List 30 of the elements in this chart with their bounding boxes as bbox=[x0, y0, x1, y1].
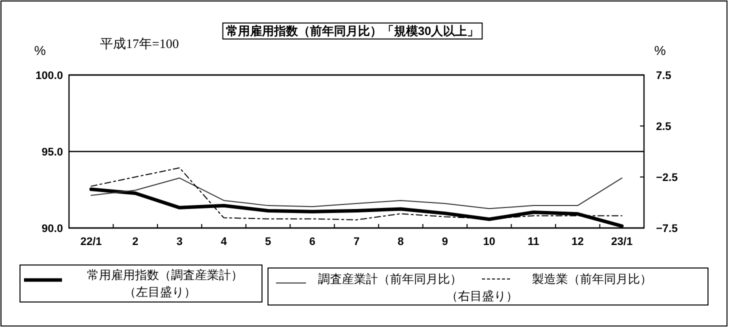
y2-tick-label: −7.5 bbox=[656, 223, 678, 235]
x-tick-label: 9 bbox=[442, 236, 448, 248]
x-tick-label: 5 bbox=[264, 236, 272, 248]
x-tick-label: 2 bbox=[132, 236, 138, 248]
y2-tick-label: −2.5 bbox=[656, 172, 678, 184]
line-series bbox=[90, 178, 622, 210]
y-axis-title: % bbox=[34, 43, 46, 58]
y-tick-label: 90.0 bbox=[42, 223, 63, 235]
x-tick-label: 12 bbox=[572, 236, 584, 248]
y-tick-label: 100.0 bbox=[35, 70, 63, 82]
y-tick-label: 95.0 bbox=[42, 146, 63, 158]
x-tick-label: 3 bbox=[176, 236, 183, 248]
x-tick-label: 23/1 bbox=[611, 236, 633, 248]
text: 平成17年=100 bbox=[100, 36, 179, 51]
y2-tick-label: 7.5 bbox=[656, 70, 672, 82]
text: （右目盛り） bbox=[446, 289, 518, 303]
x-tick-label: 11 bbox=[528, 236, 540, 248]
x-tick-label: 4 bbox=[220, 236, 228, 248]
x-tick-label: 7 bbox=[353, 236, 360, 248]
x-tick-label: 10 bbox=[483, 236, 496, 248]
y2-tick-label: 2.5 bbox=[656, 121, 672, 133]
legend-label: 調査産業計（前年同月比） bbox=[318, 272, 462, 286]
legend-label: 常用雇用指数（調査産業計） bbox=[87, 268, 243, 282]
x-tick-label: 8 bbox=[398, 236, 404, 248]
x-tick-label: 22/1 bbox=[80, 236, 102, 248]
chart-title: 常用雇用指数（前年同月比）「規模30人以上」 bbox=[226, 24, 480, 38]
x-tick-label: 6 bbox=[309, 236, 316, 248]
text: （左目盛り） bbox=[124, 285, 196, 299]
legend-label: 製造業（前年同月比） bbox=[532, 272, 652, 286]
y2-axis-title: % bbox=[654, 43, 666, 58]
